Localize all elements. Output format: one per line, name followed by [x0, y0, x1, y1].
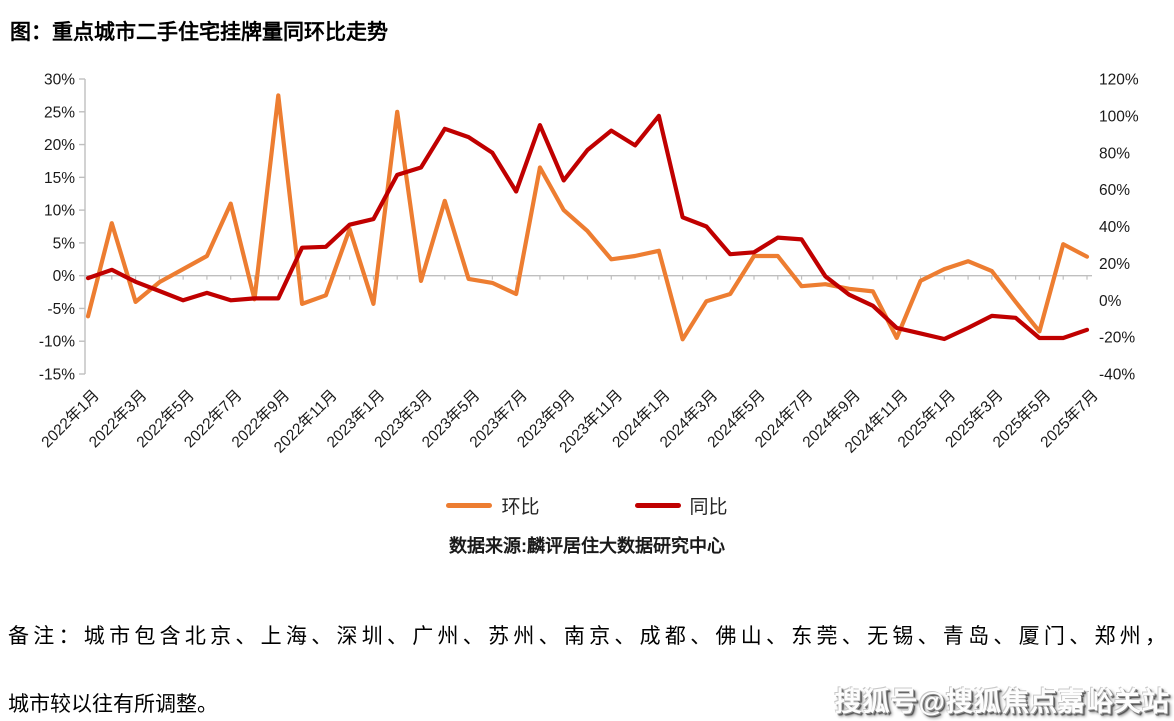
y-axis-label-right: 0%	[1099, 293, 1122, 310]
y-axis-label-right: -20%	[1099, 330, 1135, 347]
y-axis-label-left: 15%	[44, 170, 75, 187]
legend-item-mom[interactable]: 环比	[446, 492, 540, 519]
footnote: 备注：城市包含北京、上海、深圳、广州、苏州、南京、成都、佛山、东莞、无锡、青岛、…	[8, 620, 1166, 718]
legend: 环比 同比	[0, 492, 1174, 519]
legend-label-mom: 环比	[501, 497, 540, 518]
mom-line	[85, 93, 1090, 342]
data-source: 数据来源:麟评居住大数据研究中心	[449, 536, 725, 556]
watermark: 搜狐号@搜狐焦点嘉峪关站	[834, 687, 1170, 717]
chart-title: 图：重点城市二手住宅挂牌量同环比走势	[10, 21, 388, 44]
y-axis-label-right: 80%	[1099, 145, 1130, 162]
yoy-line	[85, 113, 1090, 342]
legend-label-yoy: 同比	[689, 497, 728, 518]
y-axis-label-right: 60%	[1099, 182, 1130, 199]
y-axis-label-right: 40%	[1099, 219, 1130, 236]
y-axis-label-left: 25%	[44, 104, 75, 121]
mom-line-swatch	[446, 503, 493, 508]
line-chart: 30% 25% 20% 15% 10% 5% 0% -5% -10% -15% 120% 100% 80…	[38, 72, 1139, 457]
y-axis-label-right: 120%	[1099, 72, 1139, 89]
y-axis-label-left: 0%	[53, 268, 76, 285]
footnote-line-2: 城市较以往有所调整。	[8, 692, 218, 716]
y-axis-label-left: 30%	[44, 72, 75, 89]
y-axis-label-left: 10%	[44, 203, 75, 220]
yoy-line-swatch	[634, 503, 681, 508]
footnote-line-1: 备注：城市包含北京、上海、深圳、广州、苏州、南京、成都、佛山、东莞、无锡、青岛、…	[8, 624, 1166, 648]
y-axis-label-left: -10%	[39, 334, 75, 351]
y-axis-label-left: 5%	[53, 235, 76, 252]
y-axis-label-left: -5%	[47, 301, 75, 318]
legend-item-yoy[interactable]: 同比	[634, 492, 728, 519]
y-axis-label-left: 20%	[44, 137, 75, 154]
y-axis-label-right: 100%	[1099, 108, 1139, 125]
y-axis-label-right: 20%	[1099, 256, 1130, 273]
y-axis-label-right: -40%	[1099, 367, 1135, 384]
y-axis-label-left: -15%	[39, 367, 75, 384]
